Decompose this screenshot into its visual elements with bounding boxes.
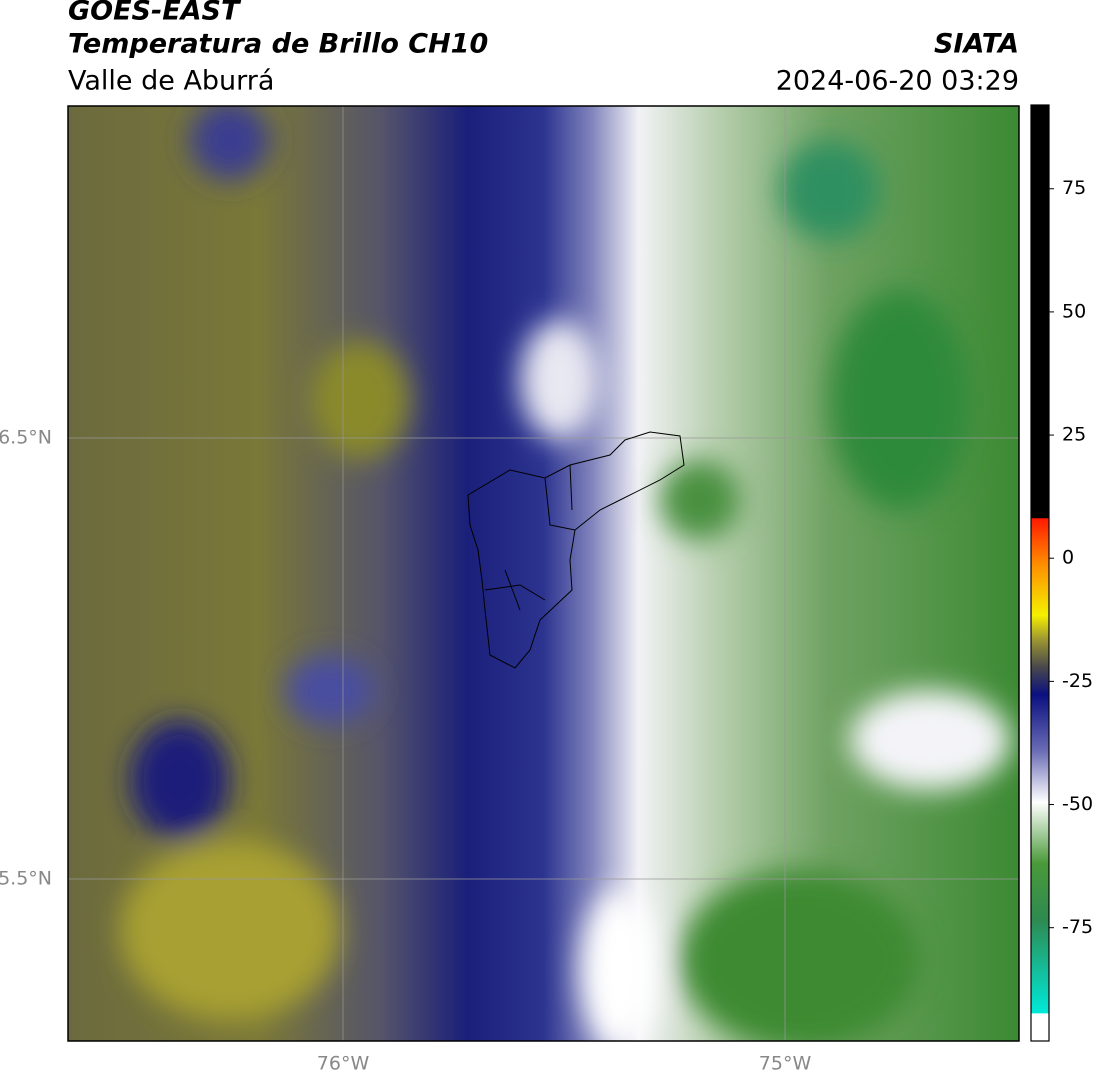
lon-label: 75°W — [759, 1053, 812, 1075]
lat-label: 6.5°N — [0, 427, 52, 449]
colorbar-tick-label: 0 — [1062, 547, 1074, 569]
colorbar-tick-label: 75 — [1062, 177, 1086, 199]
region: Valle de Aburrá — [68, 66, 274, 97]
colorbar-tick-label: -75 — [1062, 916, 1093, 938]
satellite-field — [68, 106, 1019, 1041]
agency: SIATA — [934, 29, 1019, 60]
datetime: 2024-06-20 03:29 — [776, 66, 1019, 97]
colorbar-tick-label: -50 — [1062, 793, 1093, 815]
colorbar-tick-label: -25 — [1062, 670, 1093, 692]
lon-label: 76°W — [317, 1053, 370, 1075]
colorbar-tick-label: 50 — [1062, 300, 1086, 322]
lat-label: 5.5°N — [0, 868, 52, 890]
colorbar-tick-label: 25 — [1062, 424, 1086, 446]
colorbar — [1030, 104, 1050, 1042]
source: GOES-EAST — [68, 0, 242, 27]
valley-outline — [467, 431, 685, 669]
title: Temperatura de Brillo CH10 — [68, 29, 488, 60]
map-frame — [67, 105, 1020, 1042]
